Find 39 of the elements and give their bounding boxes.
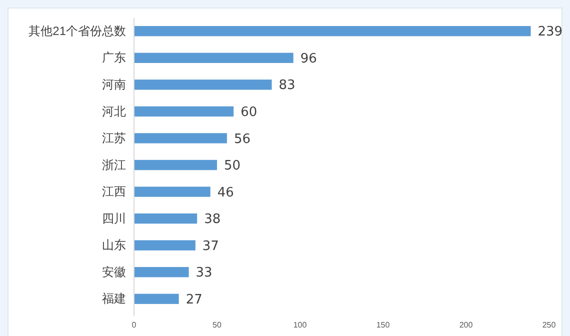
bar: [134, 213, 198, 224]
data-label: 60: [240, 105, 258, 120]
x-tick-label: 250: [542, 320, 556, 330]
data-label: 27: [186, 292, 202, 308]
y-tick-label: 山东: [102, 238, 126, 252]
data-label: 50: [224, 158, 241, 174]
y-tick-label: 河南: [102, 78, 126, 92]
x-tick-label: 200: [459, 320, 474, 330]
bar: [134, 267, 189, 278]
bar: [134, 26, 531, 36]
bar: [134, 240, 196, 250]
y-tick-label: 广东: [102, 50, 126, 65]
y-tick-label: 其他21个省份总数: [28, 24, 126, 38]
y-tick-label: 福建: [102, 292, 126, 306]
x-tick-label: 50: [212, 320, 222, 330]
y-tick-label: 浙江: [102, 158, 126, 172]
x-tick-label: 100: [293, 320, 308, 330]
y-tick-label: 四川: [102, 211, 126, 226]
data-label: 96: [300, 51, 317, 66]
y-tick-label: 江苏: [102, 131, 126, 146]
y-tick-label: 安徽: [102, 264, 126, 279]
data-label: 83: [278, 78, 296, 94]
bar: [134, 160, 217, 170]
bar: [134, 52, 294, 63]
data-label: 46: [217, 185, 234, 200]
data-label: 56: [234, 132, 251, 147]
y-tick-label: 河北: [102, 104, 126, 118]
data-label: 33: [196, 266, 212, 281]
bar: [134, 80, 272, 90]
x-tick-label: 150: [376, 320, 390, 330]
data-label: 37: [202, 238, 219, 254]
y-tick-label: 江西: [102, 184, 126, 199]
data-label: 239: [538, 24, 563, 40]
data-label: 38: [204, 212, 221, 228]
bar: [134, 186, 210, 197]
bar: [134, 294, 179, 304]
x-tick-label: 0: [132, 320, 137, 330]
bar: [134, 133, 227, 144]
bar: [134, 106, 234, 117]
